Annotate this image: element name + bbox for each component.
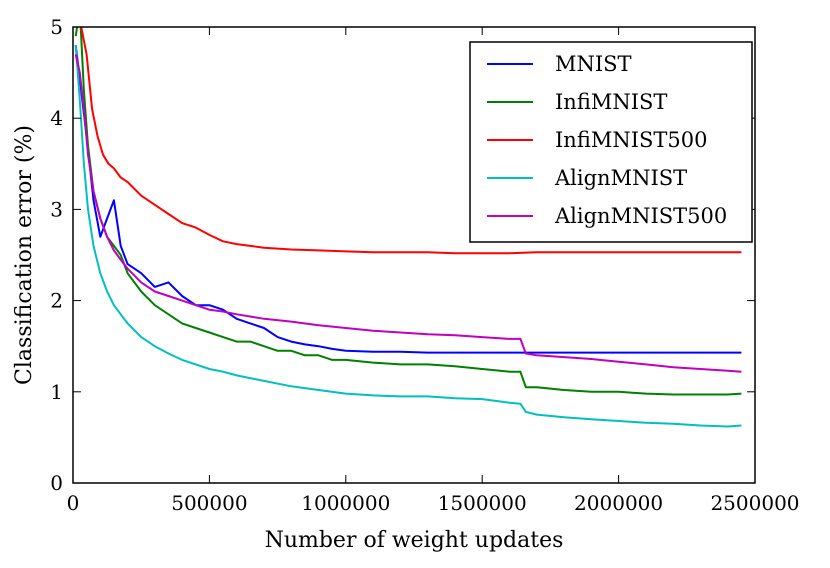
legend-label-1: InfiMNIST <box>555 90 667 114</box>
y-tick-label: 0 <box>50 471 63 495</box>
x-tick-label: 1000000 <box>301 491 390 515</box>
series-line-3 <box>74 45 742 428</box>
y-tick-label: 3 <box>50 197 63 221</box>
x-tick-label: 1500000 <box>438 491 527 515</box>
legend-label-4: AlignMNIST500 <box>554 204 727 228</box>
x-tick-label: 2000000 <box>574 491 663 515</box>
series-line-1 <box>74 27 742 396</box>
y-tick-label: 5 <box>50 15 63 39</box>
legend-label-3: AlignMNIST <box>554 166 687 190</box>
legend: MNIST InfiMNIST InfiMNIST500 AlignMNIST Alig… <box>469 41 753 243</box>
legend-box <box>469 41 753 243</box>
x-tick-label: 0 <box>67 491 80 515</box>
ticks-layer: 0 500000 1000000 1500000 2000000 2500000 0 1 2 3 4… <box>50 15 799 515</box>
series-layer <box>74 27 742 428</box>
series-line-4 <box>74 54 742 373</box>
x-tick-label: 2500000 <box>710 491 799 515</box>
plot-frame <box>72 26 756 484</box>
y-tick-label: 2 <box>50 289 63 313</box>
x-axis-label: Number of weight updates <box>265 528 564 553</box>
series-line-2 <box>80 27 742 255</box>
y-axis-label: Classification error (%) <box>12 125 37 385</box>
y-tick-label: 4 <box>50 106 63 130</box>
legend-label-0: MNIST <box>555 52 632 76</box>
series-line-0 <box>74 45 742 354</box>
x-tick-label: 500000 <box>171 491 247 515</box>
y-tick-label: 1 <box>50 380 63 404</box>
legend-label-2: InfiMNIST500 <box>555 128 707 152</box>
